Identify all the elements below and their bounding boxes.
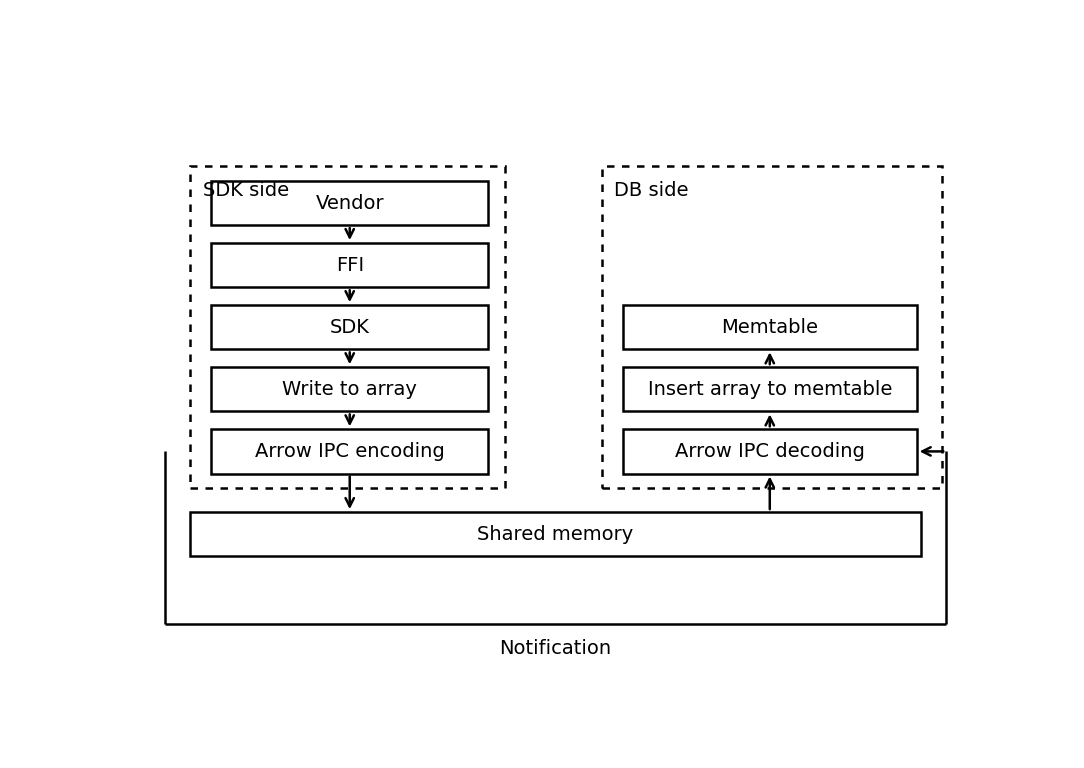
Text: Arrow IPC encoding: Arrow IPC encoding (255, 442, 444, 461)
FancyBboxPatch shape (211, 429, 488, 474)
FancyBboxPatch shape (211, 305, 488, 349)
Text: Notification: Notification (500, 638, 611, 657)
FancyBboxPatch shape (211, 181, 488, 225)
FancyBboxPatch shape (211, 243, 488, 287)
Text: DB side: DB side (615, 181, 688, 200)
Text: FFI: FFI (336, 256, 364, 275)
Text: Arrow IPC decoding: Arrow IPC decoding (675, 442, 865, 461)
Text: Shared memory: Shared memory (477, 525, 634, 544)
FancyBboxPatch shape (622, 305, 917, 349)
FancyBboxPatch shape (190, 512, 921, 556)
Text: SDK side: SDK side (203, 181, 288, 200)
Text: Vendor: Vendor (315, 194, 384, 213)
Text: SDK: SDK (330, 318, 370, 336)
Text: Memtable: Memtable (721, 318, 818, 336)
FancyBboxPatch shape (211, 367, 488, 412)
FancyBboxPatch shape (622, 429, 917, 474)
Text: Write to array: Write to array (282, 380, 417, 399)
Text: Insert array to memtable: Insert array to memtable (647, 380, 892, 399)
FancyBboxPatch shape (622, 367, 917, 412)
